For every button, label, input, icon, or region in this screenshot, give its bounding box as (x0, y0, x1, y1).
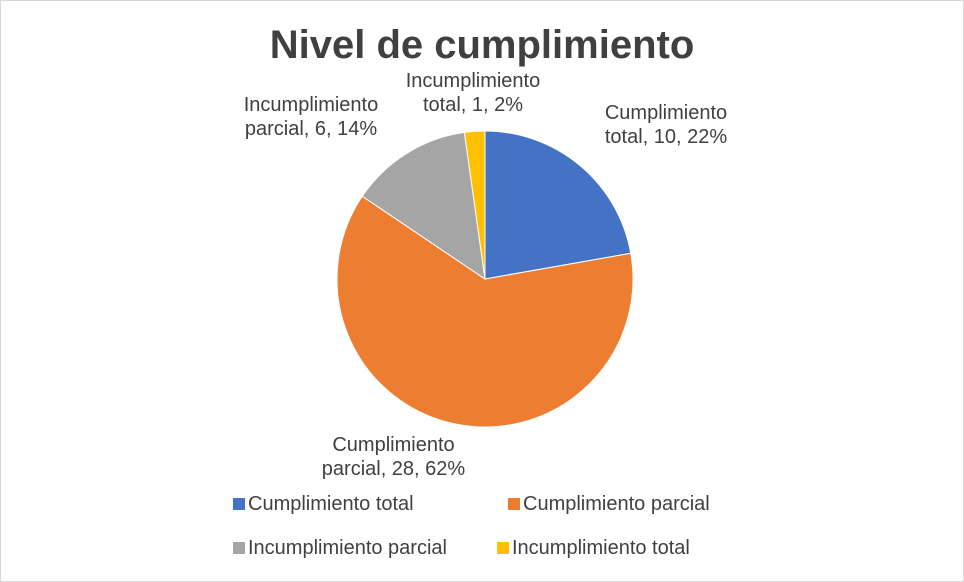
data-label: Incumplimiento parcial, 6, 14% (243, 94, 379, 140)
legend-label: Cumplimiento total (248, 493, 414, 515)
legend-label: Incumplimiento total (512, 537, 690, 559)
data-label: Incumplimiento total, 1, 2% (405, 70, 541, 116)
pie-slice (361, 131, 486, 281)
pie-slice (484, 130, 632, 280)
legend-swatch (233, 542, 245, 554)
legend-label: Incumplimiento parcial (248, 537, 447, 559)
legend-swatch (233, 498, 245, 510)
pie-slice (463, 130, 486, 280)
data-label: Cumplimiento total, 10, 22% (604, 102, 728, 148)
legend-swatch (497, 542, 509, 554)
legend-label: Cumplimiento parcial (523, 493, 710, 515)
data-label: Cumplimiento parcial, 28, 62% (321, 434, 466, 480)
legend-swatch (508, 498, 520, 510)
chart-title: Nivel de cumplimiento (269, 23, 695, 67)
pie-slice (336, 195, 634, 428)
